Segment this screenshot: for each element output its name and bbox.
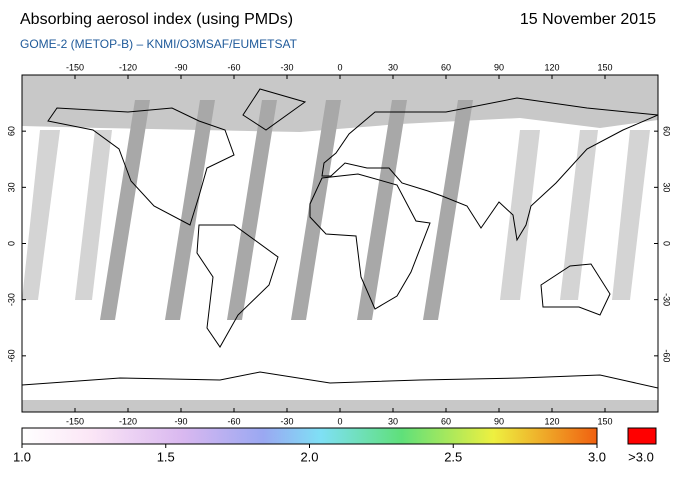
lon-label: -150 xyxy=(66,416,84,426)
lon-label: 120 xyxy=(544,416,559,426)
lon-label: -90 xyxy=(174,62,187,72)
colorbar-label: 1.5 xyxy=(157,449,175,464)
lon-label: -60 xyxy=(227,62,240,72)
lon-label: -30 xyxy=(280,416,293,426)
map xyxy=(22,75,658,412)
lon-label: 0 xyxy=(337,62,342,72)
lon-label: 150 xyxy=(597,62,612,72)
colorbar-label: 2.0 xyxy=(300,449,318,464)
date: 15 November 2015 xyxy=(520,11,656,28)
overflow-swatch xyxy=(627,427,657,445)
lon-label: 30 xyxy=(388,416,398,426)
colorbar xyxy=(21,427,598,445)
lon-label: 120 xyxy=(544,62,559,72)
lon-label: -120 xyxy=(119,62,137,72)
overflow-label: >3.0 xyxy=(628,449,654,464)
lon-label: 150 xyxy=(597,416,612,426)
lat-label: 30 xyxy=(662,182,672,192)
lon-label: 0 xyxy=(337,416,342,426)
lon-label: 60 xyxy=(441,62,451,72)
lon-label: -90 xyxy=(174,416,187,426)
lat-label: -60 xyxy=(6,349,16,362)
lon-label: 30 xyxy=(388,62,398,72)
lat-label: -30 xyxy=(6,293,16,306)
lat-label: 60 xyxy=(662,126,672,136)
colorbar-label: 2.5 xyxy=(444,449,462,464)
lat-label: 60 xyxy=(6,126,16,136)
lat-label: 30 xyxy=(6,182,16,192)
lat-label: -60 xyxy=(662,349,672,362)
lon-label: 90 xyxy=(494,62,504,72)
lon-label: -150 xyxy=(66,62,84,72)
lon-label: 90 xyxy=(494,416,504,426)
lat-label: 0 xyxy=(662,241,672,246)
lon-label: 60 xyxy=(441,416,451,426)
title: Absorbing aerosol index (using PMDs) xyxy=(20,11,293,28)
colorbar-label: 1.0 xyxy=(13,449,31,464)
lat-label: -30 xyxy=(662,293,672,306)
lat-label: 0 xyxy=(6,241,16,246)
lon-label: -120 xyxy=(119,416,137,426)
lon-label: -30 xyxy=(280,62,293,72)
subtitle: GOME-2 (METOP-B) – KNMI/O3MSAF/EUMETSAT xyxy=(20,37,298,51)
colorbar-label: 3.0 xyxy=(588,449,606,464)
lon-label: -60 xyxy=(227,416,240,426)
